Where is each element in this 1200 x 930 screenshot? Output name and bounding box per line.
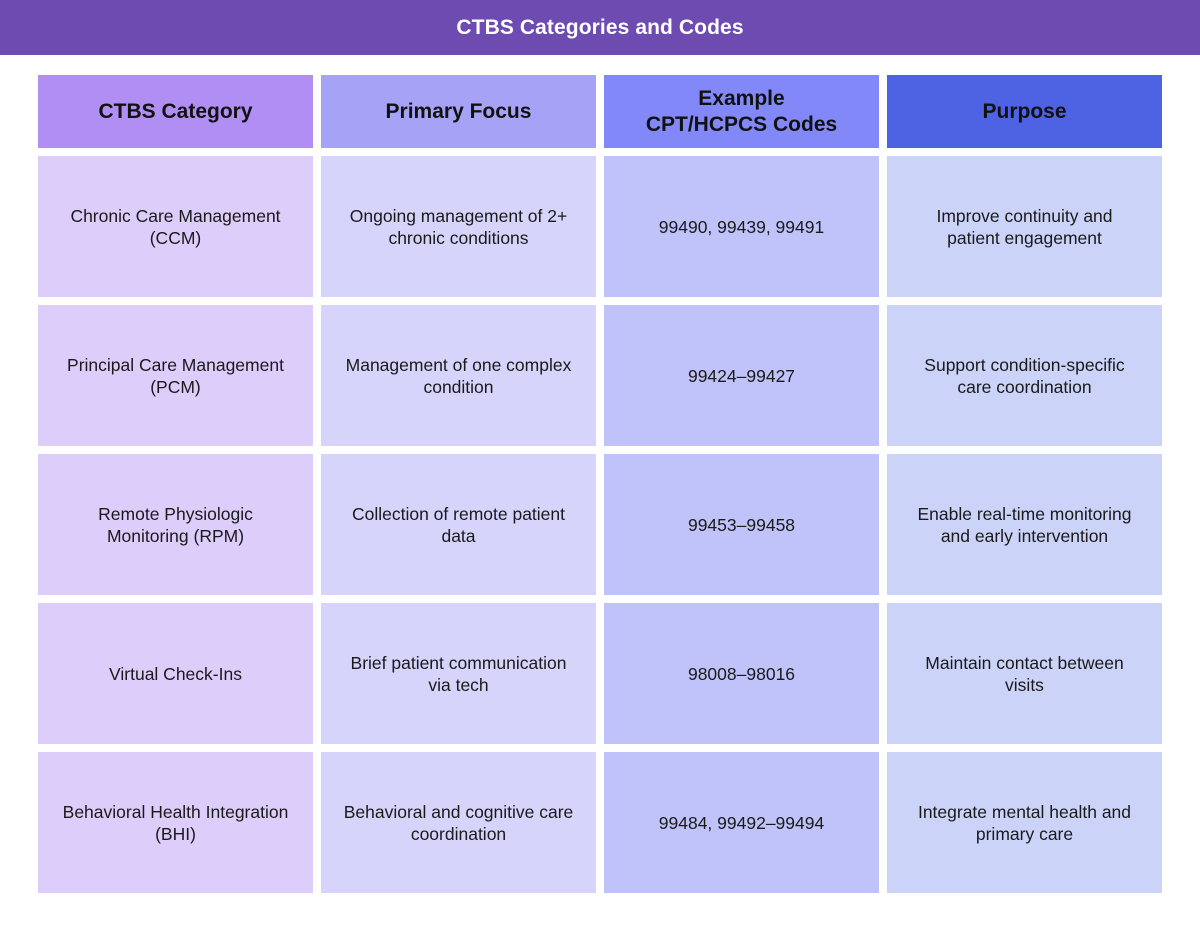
page-title: CTBS Categories and Codes: [456, 15, 744, 39]
table-cell-category: Principal Care Management (PCM): [38, 305, 313, 446]
ctbs-table: CTBS Category Primary Focus Example CPT/…: [38, 75, 1162, 893]
header-purpose: Purpose: [887, 75, 1162, 148]
table-cell-category: Chronic Care Management (CCM): [38, 156, 313, 297]
table-cell-focus: Collection of remote patient data: [321, 454, 596, 595]
table-cell-focus: Management of one complex condition: [321, 305, 596, 446]
table-cell-category: Behavioral Health Integration (BHI): [38, 752, 313, 893]
table-cell-purpose: Integrate mental health and primary care: [887, 752, 1162, 893]
table-cell-focus: Brief patient communication via tech: [321, 603, 596, 744]
table-cell-codes: 98008–98016: [604, 603, 879, 744]
table-cell-purpose: Maintain contact between visits: [887, 603, 1162, 744]
header-primary-focus: Primary Focus: [321, 75, 596, 148]
table-cell-codes: 99424–99427: [604, 305, 879, 446]
table-cell-purpose: Enable real-time monitoring and early in…: [887, 454, 1162, 595]
header-ctbs-category: CTBS Category: [38, 75, 313, 148]
table-cell-purpose: Improve continuity and patient engagemen…: [887, 156, 1162, 297]
table-cell-category: Remote Physiologic Monitoring (RPM): [38, 454, 313, 595]
header-example-codes: Example CPT/HCPCS Codes: [604, 75, 879, 148]
table-cell-purpose: Support condition-specific care coordina…: [887, 305, 1162, 446]
table-cell-focus: Behavioral and cognitive care coordinati…: [321, 752, 596, 893]
table-cell-category: Virtual Check-Ins: [38, 603, 313, 744]
table-cell-focus: Ongoing management of 2+ chronic conditi…: [321, 156, 596, 297]
table-cell-codes: 99484, 99492–99494: [604, 752, 879, 893]
table-cell-codes: 99453–99458: [604, 454, 879, 595]
title-bar: CTBS Categories and Codes: [0, 0, 1200, 55]
table-cell-codes: 99490, 99439, 99491: [604, 156, 879, 297]
